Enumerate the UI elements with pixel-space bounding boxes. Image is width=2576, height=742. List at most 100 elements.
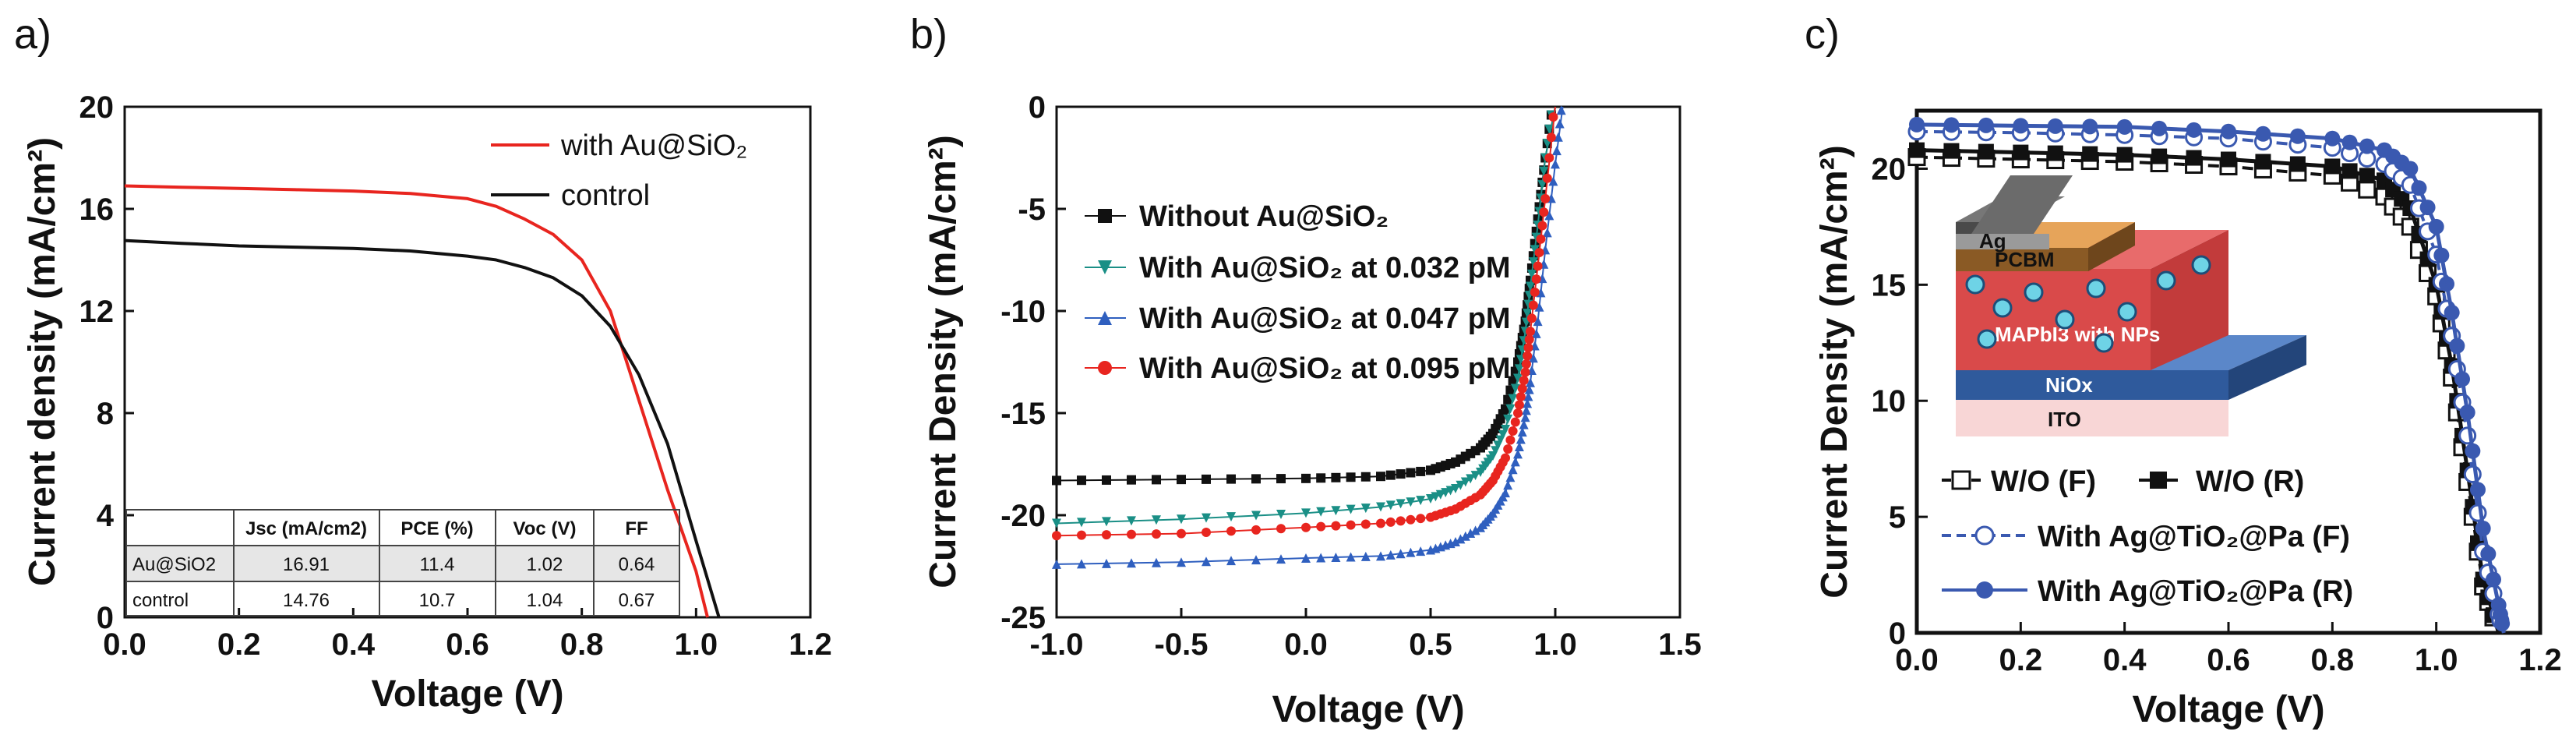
data-point <box>2459 405 2475 421</box>
data-point <box>1316 553 1326 563</box>
data-point <box>1406 468 1416 478</box>
data-point <box>1385 517 1396 527</box>
data-point <box>1514 400 1524 410</box>
data-point <box>1943 117 1960 133</box>
table-highlight-row <box>126 546 679 581</box>
ito-layer-label: ITO <box>2048 408 2081 431</box>
data-point <box>1127 475 1136 485</box>
table-cell: 1.02 <box>527 554 563 575</box>
data-point <box>2419 200 2436 216</box>
data-point <box>1226 556 1236 566</box>
data-point <box>1553 132 1563 142</box>
data-point <box>1406 497 1416 507</box>
data-point <box>1276 474 1286 484</box>
panel-b-xlabel: Voltage (V) <box>1272 689 1464 730</box>
data-point <box>1098 361 1112 375</box>
table-cell: 11.4 <box>420 554 455 575</box>
panel-c-legend: W/O (F) W/O (R) With Ag@TiO₂@Pa (F) With Ag… <box>1942 465 2353 608</box>
data-point <box>2449 337 2465 354</box>
data-point <box>1152 515 1161 525</box>
x-tick-label: 0.0 <box>1895 643 1939 677</box>
data-point <box>1346 552 1356 562</box>
data-point <box>1554 118 1565 129</box>
legend-label: With Ag@TiO₂@Pa (F) <box>2038 521 2350 553</box>
data-point <box>1441 488 1451 498</box>
data-point <box>1544 153 1554 163</box>
data-point <box>1177 475 1186 485</box>
data-point <box>1537 180 1547 190</box>
data-point <box>1534 248 1544 258</box>
data-point <box>2221 151 2236 168</box>
data-point <box>1508 376 1518 386</box>
legend-label-control: control <box>561 179 650 212</box>
data-point <box>1533 261 1543 271</box>
data-point <box>1416 514 1426 524</box>
data-point <box>1127 529 1136 539</box>
data-point <box>1127 558 1136 568</box>
data-point <box>1385 500 1396 511</box>
panel-b: b) -1.0 -0.5 0.0 0.5 1.0 1.5 0 -5 -10 -15 -20 -25 V… <box>910 11 1702 730</box>
x-tick-label: 0.6 <box>446 627 489 662</box>
legend-label: Without Au@SiO₂ <box>1139 200 1389 233</box>
perovskite-layer-label: MAPbI3 with NPs <box>1995 323 2160 346</box>
data-point <box>1276 524 1286 534</box>
data-point <box>1534 302 1544 312</box>
data-point <box>1540 193 1551 203</box>
data-point <box>2047 118 2063 134</box>
data-point <box>1102 475 1111 485</box>
y-tick-label: 20 <box>79 90 115 125</box>
data-point <box>1523 309 1533 319</box>
data-point <box>2013 144 2029 161</box>
y-tick-label: 0 <box>1889 617 1906 651</box>
y-tick-label: 15 <box>1872 268 1907 302</box>
data-point <box>1331 472 1341 482</box>
data-point <box>1177 528 1186 539</box>
series-line <box>1056 106 1564 565</box>
data-point <box>2289 128 2306 144</box>
x-tick-label: 1.2 <box>789 627 832 662</box>
y-tick-label: 8 <box>97 397 114 431</box>
data-point <box>1301 553 1311 564</box>
data-point <box>1505 472 1516 482</box>
data-point <box>1376 502 1385 512</box>
data-point <box>1052 475 1061 486</box>
data-point <box>2221 123 2236 140</box>
data-point <box>2186 122 2202 138</box>
panel-c-label: c) <box>1805 11 1840 58</box>
data-point <box>1460 531 1470 541</box>
data-point <box>1435 489 1445 500</box>
data-point <box>1548 112 1558 122</box>
data-point <box>1098 311 1112 325</box>
data-point <box>2433 247 2450 263</box>
data-point <box>1528 353 1538 363</box>
data-point <box>1451 483 1460 493</box>
data-point <box>2341 163 2358 179</box>
data-point <box>2255 125 2271 142</box>
data-point <box>1152 475 1161 485</box>
table-cell: 1.04 <box>527 590 563 611</box>
data-point <box>1301 508 1311 518</box>
legend-label: W/O (R) <box>2196 465 2304 498</box>
x-tick-label: 0.2 <box>217 627 261 662</box>
data-point <box>1521 405 1531 415</box>
nanoparticles <box>1965 255 2211 353</box>
table-cell: 10.7 <box>419 590 456 611</box>
data-point <box>1510 417 1520 427</box>
data-point <box>1098 260 1112 274</box>
data-point <box>1052 531 1061 541</box>
data-point <box>2151 148 2168 164</box>
data-point <box>1077 530 1086 540</box>
data-point <box>1202 513 1211 523</box>
data-point <box>1909 116 1925 132</box>
data-point <box>1202 528 1211 538</box>
ag-layer-label: Ag <box>1979 229 2006 253</box>
data-point <box>1503 414 1513 424</box>
data-point <box>1152 557 1161 567</box>
data-point <box>1539 207 1549 217</box>
data-point <box>1526 377 1535 387</box>
data-point <box>2151 120 2168 136</box>
data-point <box>2475 521 2491 536</box>
data-point <box>1513 449 1523 459</box>
data-point <box>2255 154 2271 170</box>
data-point <box>1127 516 1136 526</box>
